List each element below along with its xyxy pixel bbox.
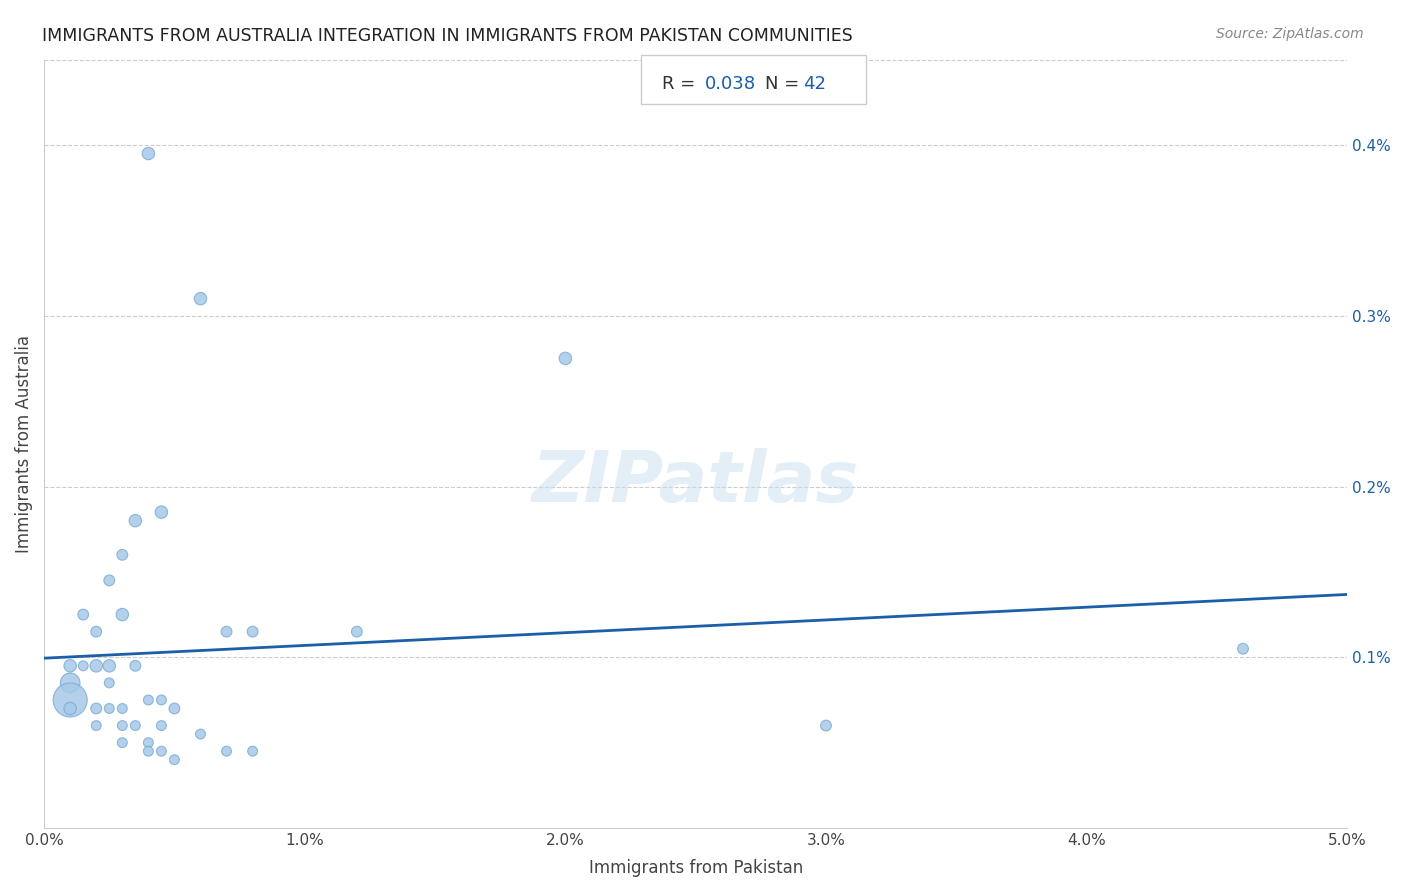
- Point: [111, 701, 134, 715]
- Point: [124, 718, 146, 732]
- Point: [124, 658, 146, 673]
- Point: [111, 607, 134, 622]
- Point: [124, 514, 146, 528]
- Text: 0.038: 0.038: [704, 75, 755, 93]
- Point: [138, 744, 160, 758]
- Point: [98, 676, 121, 690]
- Point: [111, 718, 134, 732]
- Point: [84, 718, 107, 732]
- Text: IMMIGRANTS FROM AUSTRALIA INTEGRATION IN IMMIGRANTS FROM PAKISTAN COMMUNITIES: IMMIGRANTS FROM AUSTRALIA INTEGRATION IN…: [42, 27, 853, 45]
- Point: [111, 736, 134, 750]
- Point: [163, 701, 186, 715]
- Point: [346, 624, 368, 639]
- Text: R =: R =: [662, 75, 702, 93]
- Text: 42: 42: [803, 75, 825, 93]
- X-axis label: Immigrants from Pakistan: Immigrants from Pakistan: [589, 859, 803, 877]
- Point: [84, 701, 107, 715]
- Point: [242, 624, 264, 639]
- Point: [59, 693, 82, 707]
- Point: [84, 658, 107, 673]
- Point: [72, 607, 94, 622]
- Point: [190, 727, 212, 741]
- Y-axis label: Immigrants from Australia: Immigrants from Australia: [15, 334, 32, 553]
- Point: [59, 658, 82, 673]
- Point: [150, 505, 173, 519]
- Point: [84, 624, 107, 639]
- Point: [150, 693, 173, 707]
- Point: [72, 658, 94, 673]
- Point: [111, 548, 134, 562]
- Text: ZIPatlas: ZIPatlas: [531, 448, 859, 516]
- Point: [150, 718, 173, 732]
- Point: [59, 676, 82, 690]
- Point: [814, 718, 837, 732]
- Text: N =: N =: [765, 75, 804, 93]
- Point: [98, 701, 121, 715]
- Point: [138, 693, 160, 707]
- Point: [242, 744, 264, 758]
- Point: [190, 292, 212, 306]
- Text: Source: ZipAtlas.com: Source: ZipAtlas.com: [1216, 27, 1364, 41]
- Point: [98, 658, 121, 673]
- Point: [554, 351, 576, 366]
- Point: [215, 624, 238, 639]
- Point: [163, 753, 186, 767]
- Point: [1232, 641, 1254, 656]
- Point: [150, 744, 173, 758]
- Point: [215, 744, 238, 758]
- Point: [98, 574, 121, 588]
- Point: [138, 146, 160, 161]
- Point: [138, 736, 160, 750]
- Point: [59, 701, 82, 715]
